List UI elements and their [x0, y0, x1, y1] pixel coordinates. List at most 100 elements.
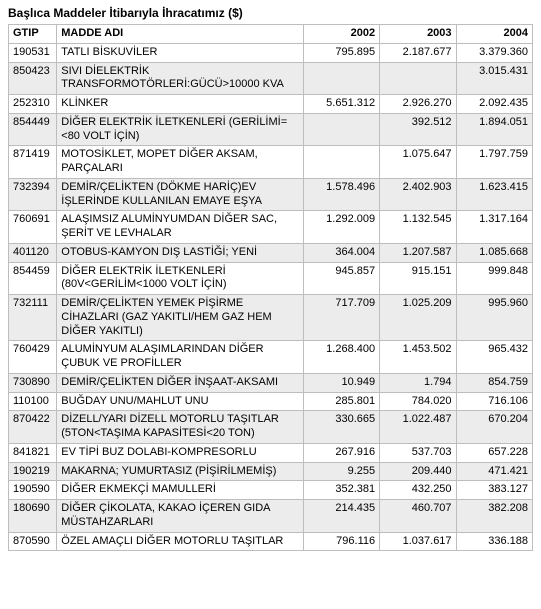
cell-name: DİĞER ÇİKOLATA, KAKAO İÇEREN GIDA MÜSTAH…	[57, 500, 303, 533]
col-header-name: MADDE ADI	[57, 25, 303, 44]
cell-2003: 460.707	[380, 500, 456, 533]
cell-2003: 2.926.270	[380, 95, 456, 114]
table-row: 190219MAKARNA; YUMURTASIZ (PİŞİRİLMEMİŞ)…	[9, 462, 533, 481]
cell-name: DEMİR/ÇELİKTEN DİĞER İNŞAAT-AKSAMI	[57, 373, 303, 392]
cell-2003: 2.402.903	[380, 178, 456, 211]
col-header-gtip: GTIP	[9, 25, 57, 44]
cell-gtip: 732394	[9, 178, 57, 211]
cell-2003: 1.207.587	[380, 243, 456, 262]
table-row: 854449DİĞER ELEKTRİK İLETKENLERİ (GERİLİ…	[9, 113, 533, 146]
cell-2004: 1.894.051	[456, 113, 532, 146]
cell-gtip: 732111	[9, 295, 57, 341]
cell-2002: 9.255	[303, 462, 379, 481]
cell-2004: 382.208	[456, 500, 532, 533]
cell-2002: 1.578.496	[303, 178, 379, 211]
cell-name: DİĞER EKMEKÇİ MAMULLERİ	[57, 481, 303, 500]
cell-name: KLİNKER	[57, 95, 303, 114]
cell-2004: 336.188	[456, 532, 532, 551]
cell-gtip: 870422	[9, 411, 57, 444]
table-row: 841821EV TİPİ BUZ DOLABI-KOMPRESORLU267.…	[9, 443, 533, 462]
table-header-row: GTIP MADDE ADI 2002 2003 2004	[9, 25, 533, 44]
table-row: 854459DİĞER ELEKTRİK İLETKENLERİ (80V<GE…	[9, 262, 533, 295]
cell-2003: 1.075.647	[380, 146, 456, 179]
cell-2004: 3.015.431	[456, 62, 532, 95]
cell-2004: 1.623.415	[456, 178, 532, 211]
cell-2003: 2.187.677	[380, 43, 456, 62]
cell-2003: 1.453.502	[380, 341, 456, 374]
table-row: 190531TATLI BİSKUVİLER795.8952.187.6773.…	[9, 43, 533, 62]
cell-2002	[303, 62, 379, 95]
table-row: 190590DİĞER EKMEKÇİ MAMULLERİ352.381432.…	[9, 481, 533, 500]
cell-2003: 1.132.545	[380, 211, 456, 244]
cell-gtip: 871419	[9, 146, 57, 179]
cell-gtip: 252310	[9, 95, 57, 114]
cell-2003: 1.025.209	[380, 295, 456, 341]
cell-2004: 2.092.435	[456, 95, 532, 114]
cell-2002: 796.116	[303, 532, 379, 551]
cell-2002: 1.292.009	[303, 211, 379, 244]
cell-2002: 285.801	[303, 392, 379, 411]
cell-2002: 10.949	[303, 373, 379, 392]
cell-gtip: 401120	[9, 243, 57, 262]
cell-2004: 383.127	[456, 481, 532, 500]
cell-2003: 209.440	[380, 462, 456, 481]
table-row: 760429ALUMİNYUM ALAŞIMLARINDAN DİĞER ÇUB…	[9, 341, 533, 374]
cell-name: BUĞDAY UNU/MAHLUT UNU	[57, 392, 303, 411]
cell-name: DEMİR/ÇELİKTEN YEMEK PİŞİRME CİHAZLARI (…	[57, 295, 303, 341]
cell-2002: 330.665	[303, 411, 379, 444]
table-row: 850423SIVI DİELEKTRİK TRANSFORMOTÖRLERİ:…	[9, 62, 533, 95]
cell-2002: 5.651.312	[303, 95, 379, 114]
cell-2003: 1.794	[380, 373, 456, 392]
cell-2002: 364.004	[303, 243, 379, 262]
col-header-2003: 2003	[380, 25, 456, 44]
cell-gtip: 190219	[9, 462, 57, 481]
cell-gtip: 730890	[9, 373, 57, 392]
cell-name: ÖZEL AMAÇLI DİĞER MOTORLU TAŞITLAR	[57, 532, 303, 551]
cell-2003: 1.037.617	[380, 532, 456, 551]
table-row: 180690DİĞER ÇİKOLATA, KAKAO İÇEREN GIDA …	[9, 500, 533, 533]
cell-2003: 1.022.487	[380, 411, 456, 444]
table-row: 870422DİZELL/YARI DİZELL MOTORLU TAŞITLA…	[9, 411, 533, 444]
cell-name: ALAŞIMSIZ ALUMİNYUMDAN DİĞER SAC, ŞERİT …	[57, 211, 303, 244]
cell-2003: 915.151	[380, 262, 456, 295]
cell-2002: 267.916	[303, 443, 379, 462]
cell-gtip: 841821	[9, 443, 57, 462]
col-header-2004: 2004	[456, 25, 532, 44]
cell-2004: 716.106	[456, 392, 532, 411]
cell-2003: 784.020	[380, 392, 456, 411]
cell-2004: 1.797.759	[456, 146, 532, 179]
cell-name: OTOBUS-KAMYON DIŞ LASTİĞİ; YENİ	[57, 243, 303, 262]
export-table: GTIP MADDE ADI 2002 2003 2004 190531TATL…	[8, 24, 533, 551]
cell-gtip: 760691	[9, 211, 57, 244]
cell-2004: 1.085.668	[456, 243, 532, 262]
table-row: 110100BUĞDAY UNU/MAHLUT UNU285.801784.02…	[9, 392, 533, 411]
cell-2004: 657.228	[456, 443, 532, 462]
cell-name: TATLI BİSKUVİLER	[57, 43, 303, 62]
cell-2002	[303, 113, 379, 146]
cell-name: DEMİR/ÇELİKTEN (DÖKME HARİÇ)EV İŞLERİNDE…	[57, 178, 303, 211]
cell-gtip: 760429	[9, 341, 57, 374]
cell-name: SIVI DİELEKTRİK TRANSFORMOTÖRLERİ:GÜCÜ>1…	[57, 62, 303, 95]
cell-2002: 945.857	[303, 262, 379, 295]
table-row: 760691ALAŞIMSIZ ALUMİNYUMDAN DİĞER SAC, …	[9, 211, 533, 244]
cell-gtip: 190531	[9, 43, 57, 62]
cell-name: ALUMİNYUM ALAŞIMLARINDAN DİĞER ÇUBUK VE …	[57, 341, 303, 374]
cell-gtip: 180690	[9, 500, 57, 533]
cell-2004: 471.421	[456, 462, 532, 481]
table-row: 870590ÖZEL AMAÇLI DİĞER MOTORLU TAŞITLAR…	[9, 532, 533, 551]
cell-2004: 995.960	[456, 295, 532, 341]
cell-2003: 432.250	[380, 481, 456, 500]
cell-2003	[380, 62, 456, 95]
cell-name: MOTOSİKLET, MOPET DİĞER AKSAM, PARÇALARI	[57, 146, 303, 179]
table-row: 732394DEMİR/ÇELİKTEN (DÖKME HARİÇ)EV İŞL…	[9, 178, 533, 211]
table-row: 871419MOTOSİKLET, MOPET DİĞER AKSAM, PAR…	[9, 146, 533, 179]
cell-2003: 537.703	[380, 443, 456, 462]
cell-2002: 214.435	[303, 500, 379, 533]
cell-2002: 1.268.400	[303, 341, 379, 374]
cell-2002	[303, 146, 379, 179]
cell-2002: 717.709	[303, 295, 379, 341]
table-row: 732111DEMİR/ÇELİKTEN YEMEK PİŞİRME CİHAZ…	[9, 295, 533, 341]
cell-gtip: 110100	[9, 392, 57, 411]
cell-2004: 999.848	[456, 262, 532, 295]
table-row: 730890DEMİR/ÇELİKTEN DİĞER İNŞAAT-AKSAMI…	[9, 373, 533, 392]
